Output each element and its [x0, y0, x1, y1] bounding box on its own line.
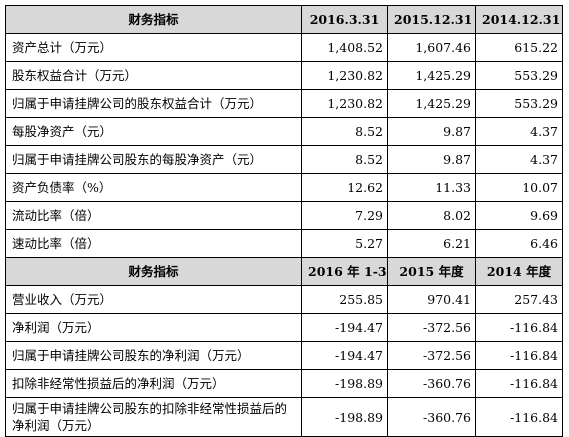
header-cell-indicator: 财务指标: [5, 5, 302, 34]
row-value: -116.84: [475, 369, 563, 398]
row-label: 资产总计（万元）: [5, 33, 302, 62]
financial-indicators-table: 财务指标 2016.3.31 2015.12.31 2014.12.31 资产总…: [5, 5, 563, 437]
row-label: 营业收入（万元）: [5, 285, 302, 314]
table-row: 股东权益合计（万元） 1,230.82 1,425.29 553.29: [5, 61, 563, 90]
row-label: 净利润（万元）: [5, 313, 302, 342]
row-value: 1,425.29: [387, 89, 476, 118]
header-cell-period-1: 2016.3.31: [301, 5, 388, 34]
row-value: 1,230.82: [301, 61, 388, 90]
row-label: 归属于申请挂牌公司股东的每股净资产（元）: [5, 145, 302, 174]
row-value: 12.62: [301, 173, 388, 202]
row-value: -198.89: [301, 397, 388, 437]
row-value: 9.69: [475, 201, 563, 230]
row-value: 10.07: [475, 173, 563, 202]
row-value: 553.29: [475, 61, 563, 90]
row-value: 1,425.29: [387, 61, 476, 90]
header-cell-period-3: 2014.12.31: [475, 5, 563, 34]
row-value: 615.22: [475, 33, 563, 62]
row-label: 股东权益合计（万元）: [5, 61, 302, 90]
row-label: 流动比率（倍）: [5, 201, 302, 230]
row-value: 255.85: [301, 285, 388, 314]
row-value: -116.84: [475, 397, 563, 437]
row-value: 553.29: [475, 89, 563, 118]
table-header-row: 财务指标 2016.3.31 2015.12.31 2014.12.31: [5, 5, 563, 34]
row-value: 8.02: [387, 201, 476, 230]
row-label: 归属于申请挂牌公司的股东权益合计（万元）: [5, 89, 302, 118]
row-label: 速动比率（倍）: [5, 229, 302, 258]
row-value: 11.33: [387, 173, 476, 202]
table-row: 速动比率（倍） 5.27 6.21 6.46: [5, 229, 563, 258]
table-row: 归属于申请挂牌公司股东的扣除非经常性损益后的净利润（万元） -198.89 -3…: [5, 397, 563, 437]
row-value: 970.41: [387, 285, 476, 314]
row-value: 1,230.82: [301, 89, 388, 118]
table-row: 归属于申请挂牌公司股东的净利润（万元） -194.47 -372.56 -116…: [5, 341, 563, 370]
table-row: 资产总计（万元） 1,408.52 1,607.46 615.22: [5, 33, 563, 62]
row-value: 1,607.46: [387, 33, 476, 62]
row-value: -198.89: [301, 369, 388, 398]
row-value: -360.76: [387, 397, 476, 437]
table-header-row: 财务指标 2016 年 1-3 月 2015 年度 2014 年度: [5, 257, 563, 286]
header-cell-period-3: 2014 年度: [475, 257, 563, 286]
row-value: 4.37: [475, 145, 563, 174]
row-value: -116.84: [475, 341, 563, 370]
row-label: 归属于申请挂牌公司股东的净利润（万元）: [5, 341, 302, 370]
row-value: 257.43: [475, 285, 563, 314]
row-label: 资产负债率（%）: [5, 173, 302, 202]
table-row: 营业收入（万元） 255.85 970.41 257.43: [5, 285, 563, 314]
header-cell-period-2: 2015 年度: [387, 257, 476, 286]
row-value: 8.52: [301, 117, 388, 146]
row-value: -372.56: [387, 341, 476, 370]
table-row: 净利润（万元） -194.47 -372.56 -116.84: [5, 313, 563, 342]
table-row: 扣除非经常性损益后的净利润（万元） -198.89 -360.76 -116.8…: [5, 369, 563, 398]
row-value: -360.76: [387, 369, 476, 398]
row-value: -194.47: [301, 313, 388, 342]
header-cell-indicator: 财务指标: [5, 257, 302, 286]
row-value: 1,408.52: [301, 33, 388, 62]
row-label: 归属于申请挂牌公司股东的扣除非经常性损益后的净利润（万元）: [5, 397, 302, 437]
row-value: 6.46: [475, 229, 563, 258]
table-row: 资产负债率（%） 12.62 11.33 10.07: [5, 173, 563, 202]
financial-indicators-table-container: 财务指标 2016.3.31 2015.12.31 2014.12.31 资产总…: [5, 5, 563, 437]
row-value: 9.87: [387, 145, 476, 174]
row-value: 9.87: [387, 117, 476, 146]
row-label: 每股净资产（元）: [5, 117, 302, 146]
table-row: 流动比率（倍） 7.29 8.02 9.69: [5, 201, 563, 230]
table-row: 每股净资产（元） 8.52 9.87 4.37: [5, 117, 563, 146]
row-value: 6.21: [387, 229, 476, 258]
row-value: -116.84: [475, 313, 563, 342]
header-cell-period-2: 2015.12.31: [387, 5, 476, 34]
row-value: 7.29: [301, 201, 388, 230]
row-value: -194.47: [301, 341, 388, 370]
row-value: 4.37: [475, 117, 563, 146]
header-cell-period-1: 2016 年 1-3 月: [301, 257, 388, 286]
row-value: -372.56: [387, 313, 476, 342]
row-value: 8.52: [301, 145, 388, 174]
row-label: 扣除非经常性损益后的净利润（万元）: [5, 369, 302, 398]
row-value: 5.27: [301, 229, 388, 258]
table-row: 归属于申请挂牌公司股东的每股净资产（元） 8.52 9.87 4.37: [5, 145, 563, 174]
table-row: 归属于申请挂牌公司的股东权益合计（万元） 1,230.82 1,425.29 5…: [5, 89, 563, 118]
